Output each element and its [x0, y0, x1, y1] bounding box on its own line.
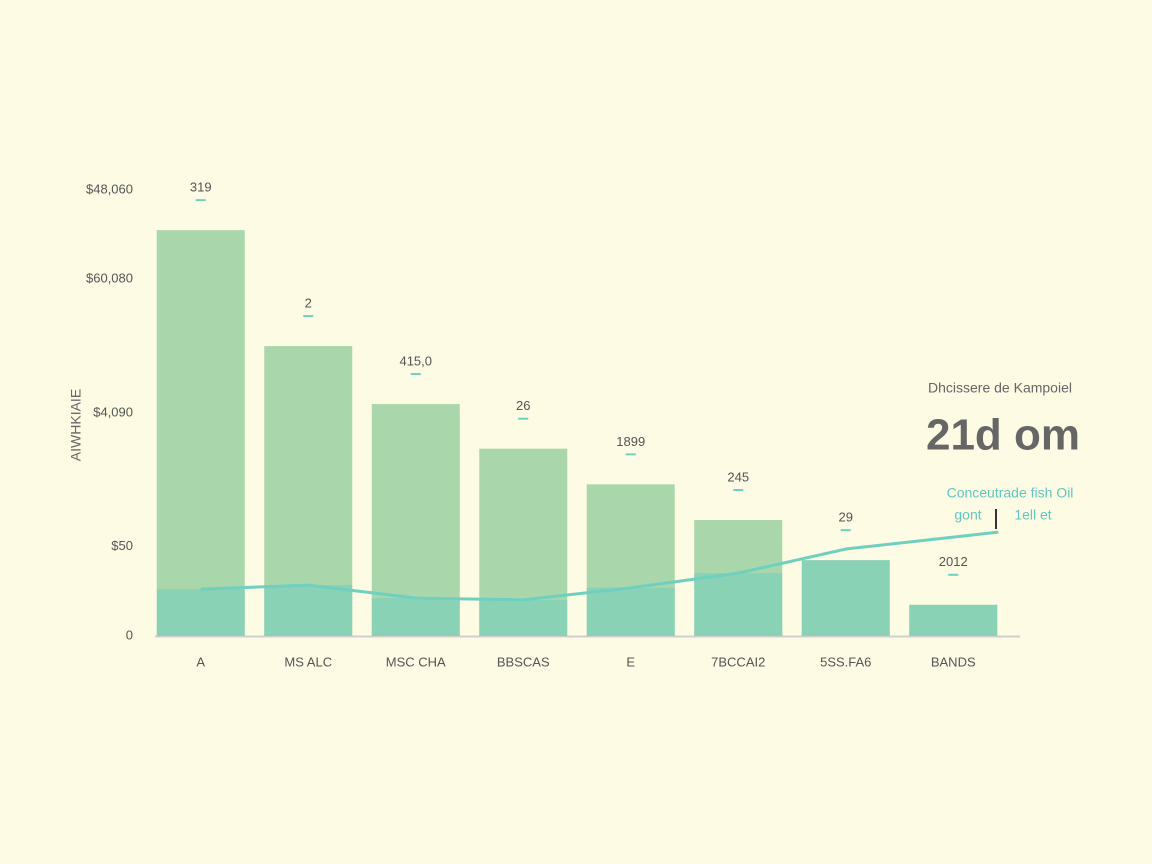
- annotation: gont: [954, 507, 981, 523]
- y-tick-label: $4,090: [93, 404, 133, 419]
- x-tick-label: MSC CHA: [386, 654, 446, 669]
- data-label: 245: [727, 469, 749, 484]
- data-label: 1899: [616, 434, 645, 449]
- x-tick-label: E: [626, 654, 635, 669]
- bar-overlay: [909, 604, 998, 636]
- y-tick-label: $50: [111, 538, 133, 553]
- bar-overlay: [371, 598, 460, 636]
- bar-overlay: [586, 587, 675, 636]
- data-label: 319: [190, 180, 212, 195]
- bar-overlay: [694, 573, 783, 636]
- bar-overlay: [801, 560, 890, 636]
- annotation: 21d om: [926, 411, 1080, 460]
- x-tick-label: BBSCAS: [497, 654, 550, 669]
- x-tick-label: 7BCCAI2: [711, 654, 765, 669]
- annotation: Conceutrade fish Oil: [947, 485, 1074, 501]
- data-label: 2: [305, 296, 312, 311]
- y-tick-label: 0: [126, 627, 133, 642]
- bar: [156, 230, 245, 636]
- data-label: 415,0: [399, 354, 432, 369]
- data-label: 26: [516, 398, 530, 413]
- x-tick-label: MS ALC: [284, 654, 332, 669]
- x-tick-label: A: [196, 654, 205, 669]
- bar-overlay: [264, 585, 353, 636]
- y-axis-label: AIWHKIAIE: [68, 389, 84, 461]
- y-tick-label: $48,060: [86, 181, 133, 196]
- bar-overlay: [479, 599, 568, 636]
- x-tick-label: BANDS: [931, 654, 976, 669]
- line: [200, 530, 999, 602]
- y-tick-label: $60,080: [86, 271, 133, 286]
- data-label: 29: [839, 510, 853, 525]
- bar-overlay: [156, 589, 245, 636]
- x-tick-label: 5SS.FA6: [820, 654, 871, 669]
- annotation: 1ell et: [1014, 507, 1051, 523]
- annotation: Dhcissere de Kampoiel: [928, 380, 1072, 396]
- data-label: 2012: [939, 554, 968, 569]
